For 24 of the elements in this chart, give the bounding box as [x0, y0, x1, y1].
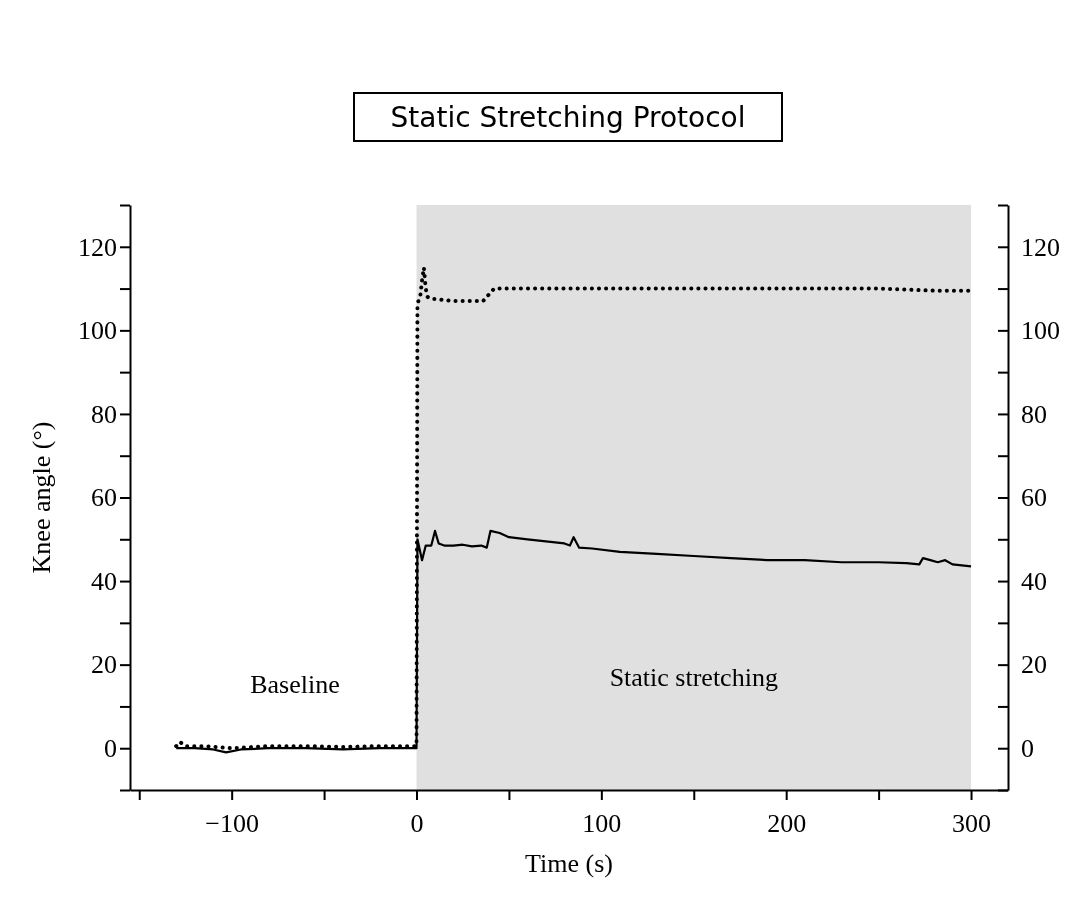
y-tick-label: 0 — [104, 734, 117, 764]
y2-tick-label: 40 — [1021, 566, 1047, 596]
chart-title: Static Stretching Protocol — [353, 92, 783, 142]
x-tick-label: 200 — [767, 808, 807, 838]
x-axis-title: Time (s) — [525, 849, 613, 878]
y-tick-label: 120 — [78, 232, 117, 262]
y2-tick-label: 100 — [1021, 316, 1060, 346]
y-tick-label: 20 — [91, 650, 117, 680]
y2-tick-label: 20 — [1021, 650, 1047, 680]
y-tick-label: 60 — [91, 483, 117, 513]
y-tick-label: 100 — [78, 316, 117, 346]
band-label: Static stretching — [609, 662, 778, 692]
y2-tick-label: 80 — [1021, 399, 1047, 429]
annotation: Baseline — [250, 670, 340, 699]
x-tick-label: 100 — [582, 808, 622, 838]
x-tick-label: −100 — [205, 808, 259, 838]
y-axis-title: Knee angle (°) — [27, 421, 56, 574]
x-tick-label: 300 — [952, 808, 992, 838]
y2-tick-label: 60 — [1021, 483, 1047, 513]
y2-tick-label: 0 — [1021, 734, 1034, 764]
y-tick-label: 40 — [91, 566, 117, 596]
y-tick-label: 80 — [91, 399, 117, 429]
y2-tick-label: 120 — [1021, 232, 1060, 262]
x-tick-label: 0 — [410, 808, 424, 838]
